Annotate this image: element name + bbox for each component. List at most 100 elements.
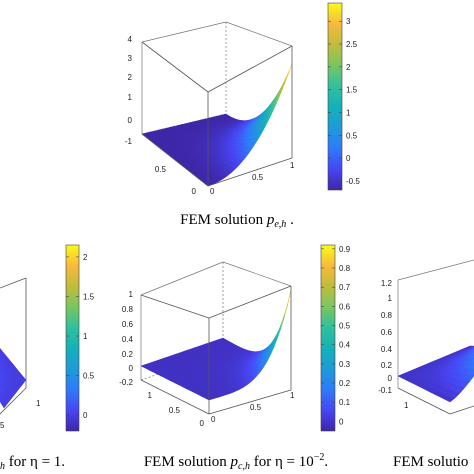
colorbar-tick-label: 1.5 — [346, 86, 358, 95]
z-tick: 0.2 — [122, 350, 134, 359]
box-edges — [0, 277, 27, 415]
box-back-edges — [141, 21, 293, 135]
colorbar-tick-label: 0 — [346, 154, 351, 163]
caption-bottom-right: FEM solutio — [393, 454, 468, 470]
z-tick-labels: 4 3 2 1 0 -1 — [125, 35, 133, 146]
panel-top: 4 3 2 1 0 -1 0 0.5 1 0 0.5 32.521.510.50… — [125, 2, 360, 230]
box-back-edges — [397, 259, 474, 388]
x-tick: 1 — [290, 161, 295, 170]
z-tick-labels: 1 0.8 0.6 0.4 0.2 0 -0.2 — [119, 290, 133, 387]
y-tick: 0 — [192, 187, 197, 196]
y-tick: 0.5 — [155, 165, 167, 174]
box-front-edges — [397, 387, 474, 415]
surface-top — [141, 63, 293, 187]
colorbar-top: 3 2.5 2 1.5 1 0.5 0 -0.5 — [327, 2, 360, 191]
colorbar-tick-label: 0.5 — [339, 322, 351, 331]
colorbar-tick-label: 2.5 — [346, 40, 358, 49]
surface-cell — [467, 353, 474, 360]
colorbar-tick-label: 3 — [346, 17, 351, 26]
z-tick: 0.8 — [381, 311, 393, 320]
z-tick: 1 — [388, 294, 393, 303]
y-tick: 5 — [0, 421, 5, 430]
colorbar-tick-label: 0.2 — [339, 379, 351, 388]
y-tick: 0.5 — [169, 406, 181, 415]
colorbar-tick-label: 1 — [83, 332, 88, 341]
x-tick: 0.5 — [250, 403, 262, 412]
z-tick: 0.2 — [381, 361, 393, 370]
surface-bottom-middle — [140, 289, 292, 401]
x-tick: 0.5 — [252, 173, 264, 182]
colorbar-tick-label: 1 — [346, 108, 351, 117]
z-tick: 3 — [128, 54, 133, 63]
z-tick: 0.6 — [381, 328, 393, 337]
colorbar-tick-label: 0.7 — [339, 283, 351, 292]
surface-cell — [465, 374, 474, 382]
z-tick: 0.8 — [122, 305, 134, 314]
caption-top: FEM solution pe,h . — [180, 212, 294, 230]
colorbar-tick-label: 0.3 — [339, 360, 351, 369]
x-tick: 1 — [290, 391, 295, 400]
caption-bottom-left: h for η = 1. — [0, 454, 65, 472]
colorbar-tick-label: 1.5 — [83, 292, 95, 301]
colorbar-bottom-middle: 0.9 0.8 0.7 0.6 0.5 0.4 0.3 0.2 0.1 0 — [320, 244, 351, 432]
z-tick: 1 — [129, 290, 134, 299]
surface-bottom-right — [397, 345, 474, 403]
x-tick-labels: 0 0.5 1 — [211, 391, 295, 424]
surface-cell — [467, 348, 474, 354]
box-front-edges — [141, 41, 293, 187]
z-tick: 1.2 — [381, 279, 393, 288]
z-tick: 0 — [388, 374, 393, 383]
z-tick: -1 — [125, 137, 133, 146]
z-tick-labels: 1.2 1 0.8 0.6 0.4 0.2 0 -0.1 — [378, 279, 392, 395]
colorbar-tick-label: 0 — [339, 417, 344, 426]
surface-cell — [468, 347, 474, 352]
x-tick: 0 — [211, 415, 216, 424]
colorbar-tick-label: -0.5 — [346, 177, 360, 186]
colorbar-tick-label: 0.6 — [339, 302, 351, 311]
colorbar-tick-label: 0.4 — [339, 341, 351, 350]
y-tick: 1 — [404, 401, 409, 410]
surface-cell — [464, 362, 474, 369]
surface-cell — [285, 63, 293, 80]
box-front-edges — [140, 285, 292, 415]
panel-bottom-middle: 1 0.8 0.6 0.4 0.2 0 -0.2 0 0.5 1 1 0.5 0… — [119, 244, 351, 472]
surface-cell — [471, 346, 474, 348]
x-tick: 0 — [210, 187, 215, 196]
colorbar-tick-label: 0.5 — [346, 131, 358, 140]
z-tick: 0.6 — [122, 320, 134, 329]
panel-bottom-left: 1 5 2 1.5 1 0.5 0 h for η = 1. — [0, 244, 95, 472]
colorbar-tick-label: 0.1 — [339, 398, 351, 407]
z-tick: -0.2 — [119, 378, 133, 387]
colorbar-tick-label: 0 — [83, 411, 88, 420]
surface-bottom-left — [0, 347, 27, 409]
colorbar-tick-label: 0.5 — [83, 372, 95, 381]
y-tick-labels: 1 0.5 0 — [148, 391, 205, 428]
colorbar-tick-label: 0.8 — [339, 264, 351, 273]
x-tick: 1 — [36, 399, 41, 408]
z-tick: 0.4 — [381, 345, 393, 354]
colorbar-tick-label: 0.9 — [339, 245, 351, 254]
colorbar-tick-label: 2 — [83, 253, 88, 262]
colorbar-tick-label: 2 — [346, 63, 351, 72]
colorbar — [65, 244, 80, 432]
surface-cell — [468, 362, 474, 369]
colorbar-bottom-left: 2 1.5 1 0.5 0 — [65, 244, 95, 432]
z-tick: 0 — [129, 364, 134, 373]
surface-cell — [20, 375, 27, 383]
z-tick: -0.1 — [378, 386, 392, 395]
surface-cell — [468, 345, 474, 349]
surface-cell — [466, 357, 474, 364]
y-tick: 0 — [200, 419, 205, 428]
panel-bottom-right: 1.2 1 0.8 0.6 0.4 0.2 0 -0.1 1 FEM solut… — [378, 259, 474, 470]
z-tick: 1 — [128, 93, 133, 102]
surface-cell — [465, 350, 474, 357]
surface-cell — [471, 355, 474, 359]
z-tick: 2 — [128, 73, 133, 82]
z-tick: 0.4 — [122, 335, 134, 344]
y-tick-labels: 0 0.5 — [155, 165, 197, 196]
colorbar — [320, 244, 336, 432]
caption-bottom-middle: FEM solution pc,h for η = 10−2. — [144, 452, 328, 472]
z-tick: 4 — [128, 35, 133, 44]
